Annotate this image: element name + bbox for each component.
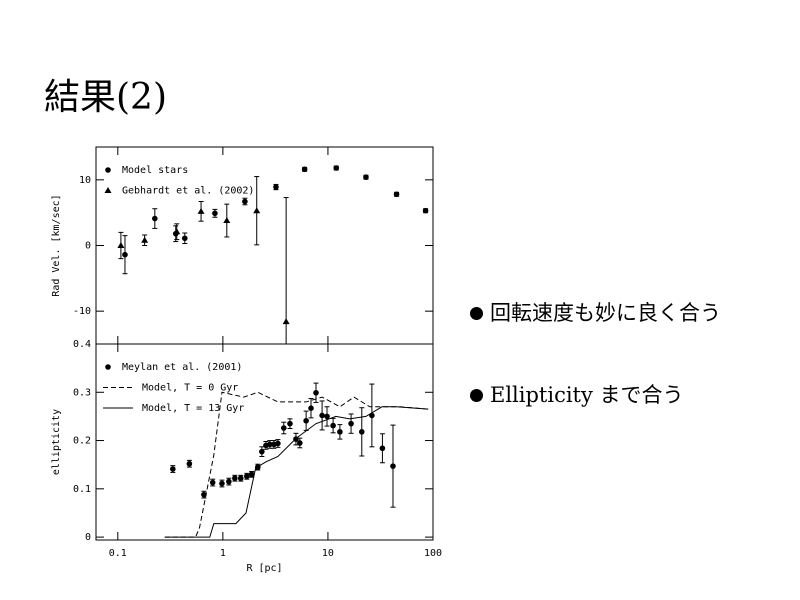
bullet: 回転速度も妙に良く合う: [470, 298, 730, 328]
marker: [152, 215, 158, 222]
x-tick-label: 0.1: [109, 548, 127, 559]
marker: [333, 165, 340, 171]
marker: [390, 463, 396, 469]
marker: [197, 207, 205, 214]
legend-label: Model stars: [122, 165, 188, 176]
marker: [170, 466, 176, 472]
marker: [422, 207, 429, 214]
plot-area: [164, 382, 429, 538]
marker: [363, 174, 369, 181]
plot-frame: [95, 343, 434, 541]
x-tick-label: 1: [220, 548, 226, 559]
y-axis-label: ellipticity: [51, 409, 62, 475]
y-tick-label: 0.3: [73, 387, 91, 398]
marker: [379, 445, 386, 452]
marker: [232, 475, 238, 482]
y-tick-label: 0.2: [73, 436, 91, 447]
marker: [297, 440, 303, 446]
marker: [330, 422, 336, 429]
marker: [223, 217, 231, 224]
y-tick-label: 0: [85, 532, 91, 543]
marker: [237, 475, 244, 482]
marker: [244, 473, 250, 480]
legend-marker: [105, 364, 111, 370]
marker: [287, 420, 293, 427]
y-tick-label: 0.1: [73, 484, 91, 495]
marker: [219, 480, 225, 487]
legend-label: Model, T = 13 Gyr: [142, 403, 244, 414]
marker: [226, 478, 232, 485]
marker: [173, 228, 181, 235]
marker: [303, 417, 309, 424]
marker: [358, 429, 365, 435]
marker: [181, 235, 188, 242]
marker: [242, 198, 248, 205]
marker: [301, 166, 308, 173]
marker: [313, 389, 319, 396]
marker: [282, 318, 290, 325]
y-tick-label: 0.4: [73, 339, 91, 350]
marker: [348, 420, 354, 427]
y-tick-label: 10: [79, 175, 91, 186]
marker: [324, 413, 330, 420]
marker: [393, 191, 400, 198]
x-axis-label: R [pc]: [246, 563, 282, 574]
y-tick-label: 0: [85, 241, 91, 252]
legend-label: Model, T = 0 Gyr: [142, 383, 238, 394]
model-line: [164, 406, 429, 538]
marker: [117, 242, 125, 248]
y-tick-label: -10: [73, 306, 91, 317]
plot-area: [117, 165, 429, 344]
slide-title: 結果(2): [44, 77, 167, 118]
marker: [273, 184, 279, 190]
marker: [319, 412, 325, 419]
marker: [280, 425, 287, 431]
legend-marker: [105, 167, 111, 173]
marker: [337, 429, 343, 435]
marker: [253, 207, 261, 214]
bullet: Ellipticity まで合う: [470, 380, 730, 410]
x-tick-label: 100: [424, 548, 442, 559]
marker: [248, 471, 255, 478]
marker: [209, 479, 216, 486]
legend-label: Meylan et al. (2001): [122, 362, 242, 373]
legend-marker: [104, 187, 112, 193]
marker: [267, 441, 273, 448]
marker: [275, 440, 281, 447]
marker: [259, 448, 265, 455]
x-tick-label: 10: [322, 548, 334, 559]
marker: [186, 460, 193, 467]
legend-label: Gebhardt et al. (2002): [122, 186, 254, 197]
marker: [122, 251, 128, 258]
y-axis-label: Rad Vel. [km/sec]: [51, 194, 62, 296]
marker: [308, 405, 314, 412]
marker: [141, 236, 149, 243]
marker: [212, 210, 218, 217]
model-line: [164, 391, 429, 538]
